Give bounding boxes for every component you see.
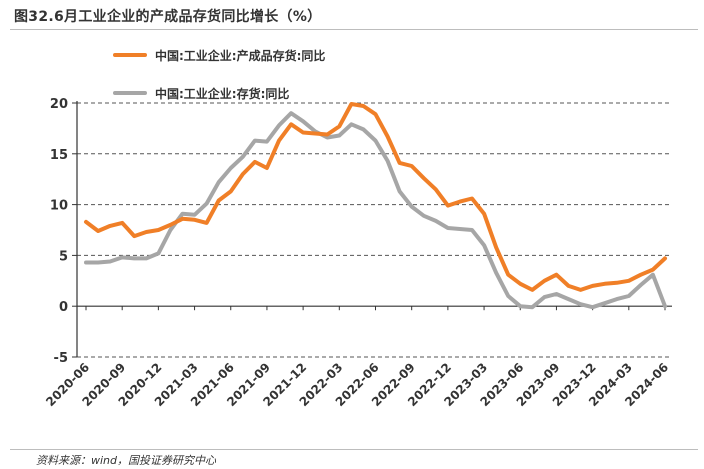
y-tick-label: 15 [50, 148, 68, 163]
y-tick-label: 20 [50, 97, 68, 112]
legend-label-series-2: 中国:工业企业:存货:同比 [155, 86, 290, 101]
axes [72, 101, 672, 358]
y-tick-label: 0 [59, 300, 68, 315]
tick-labels: 20151050-52020-062020-092020-122021-0320… [43, 97, 671, 409]
legend-label-series-1: 中国:工业企业:产成品存货:同比 [155, 48, 326, 63]
legend-item-series-1: 中国:工业企业:产成品存货:同比 [113, 45, 325, 65]
legend-swatch-series-2 [113, 91, 147, 95]
source-note: 资料来源：wind，国投证券研究中心 [36, 454, 217, 467]
series-lines [84, 102, 667, 310]
series-line-2 [84, 111, 667, 310]
y-tick-label: 5 [59, 249, 68, 264]
footer-divider [10, 449, 698, 450]
title-divider [10, 29, 698, 30]
series-line-1 [84, 102, 667, 292]
y-tick-label: -5 [54, 351, 68, 366]
figure-title: 图32.6月工业企业的产成品存货同比增长（%） [14, 9, 322, 25]
gridlines [77, 102, 672, 358]
y-tick-label: 10 [50, 199, 68, 214]
legend-swatch-series-1 [113, 53, 147, 57]
line-chart: 20151050-52020-062020-092020-122021-0320… [43, 97, 672, 409]
legend-item-series-2: 中国:工业企业:存货:同比 [113, 83, 289, 103]
